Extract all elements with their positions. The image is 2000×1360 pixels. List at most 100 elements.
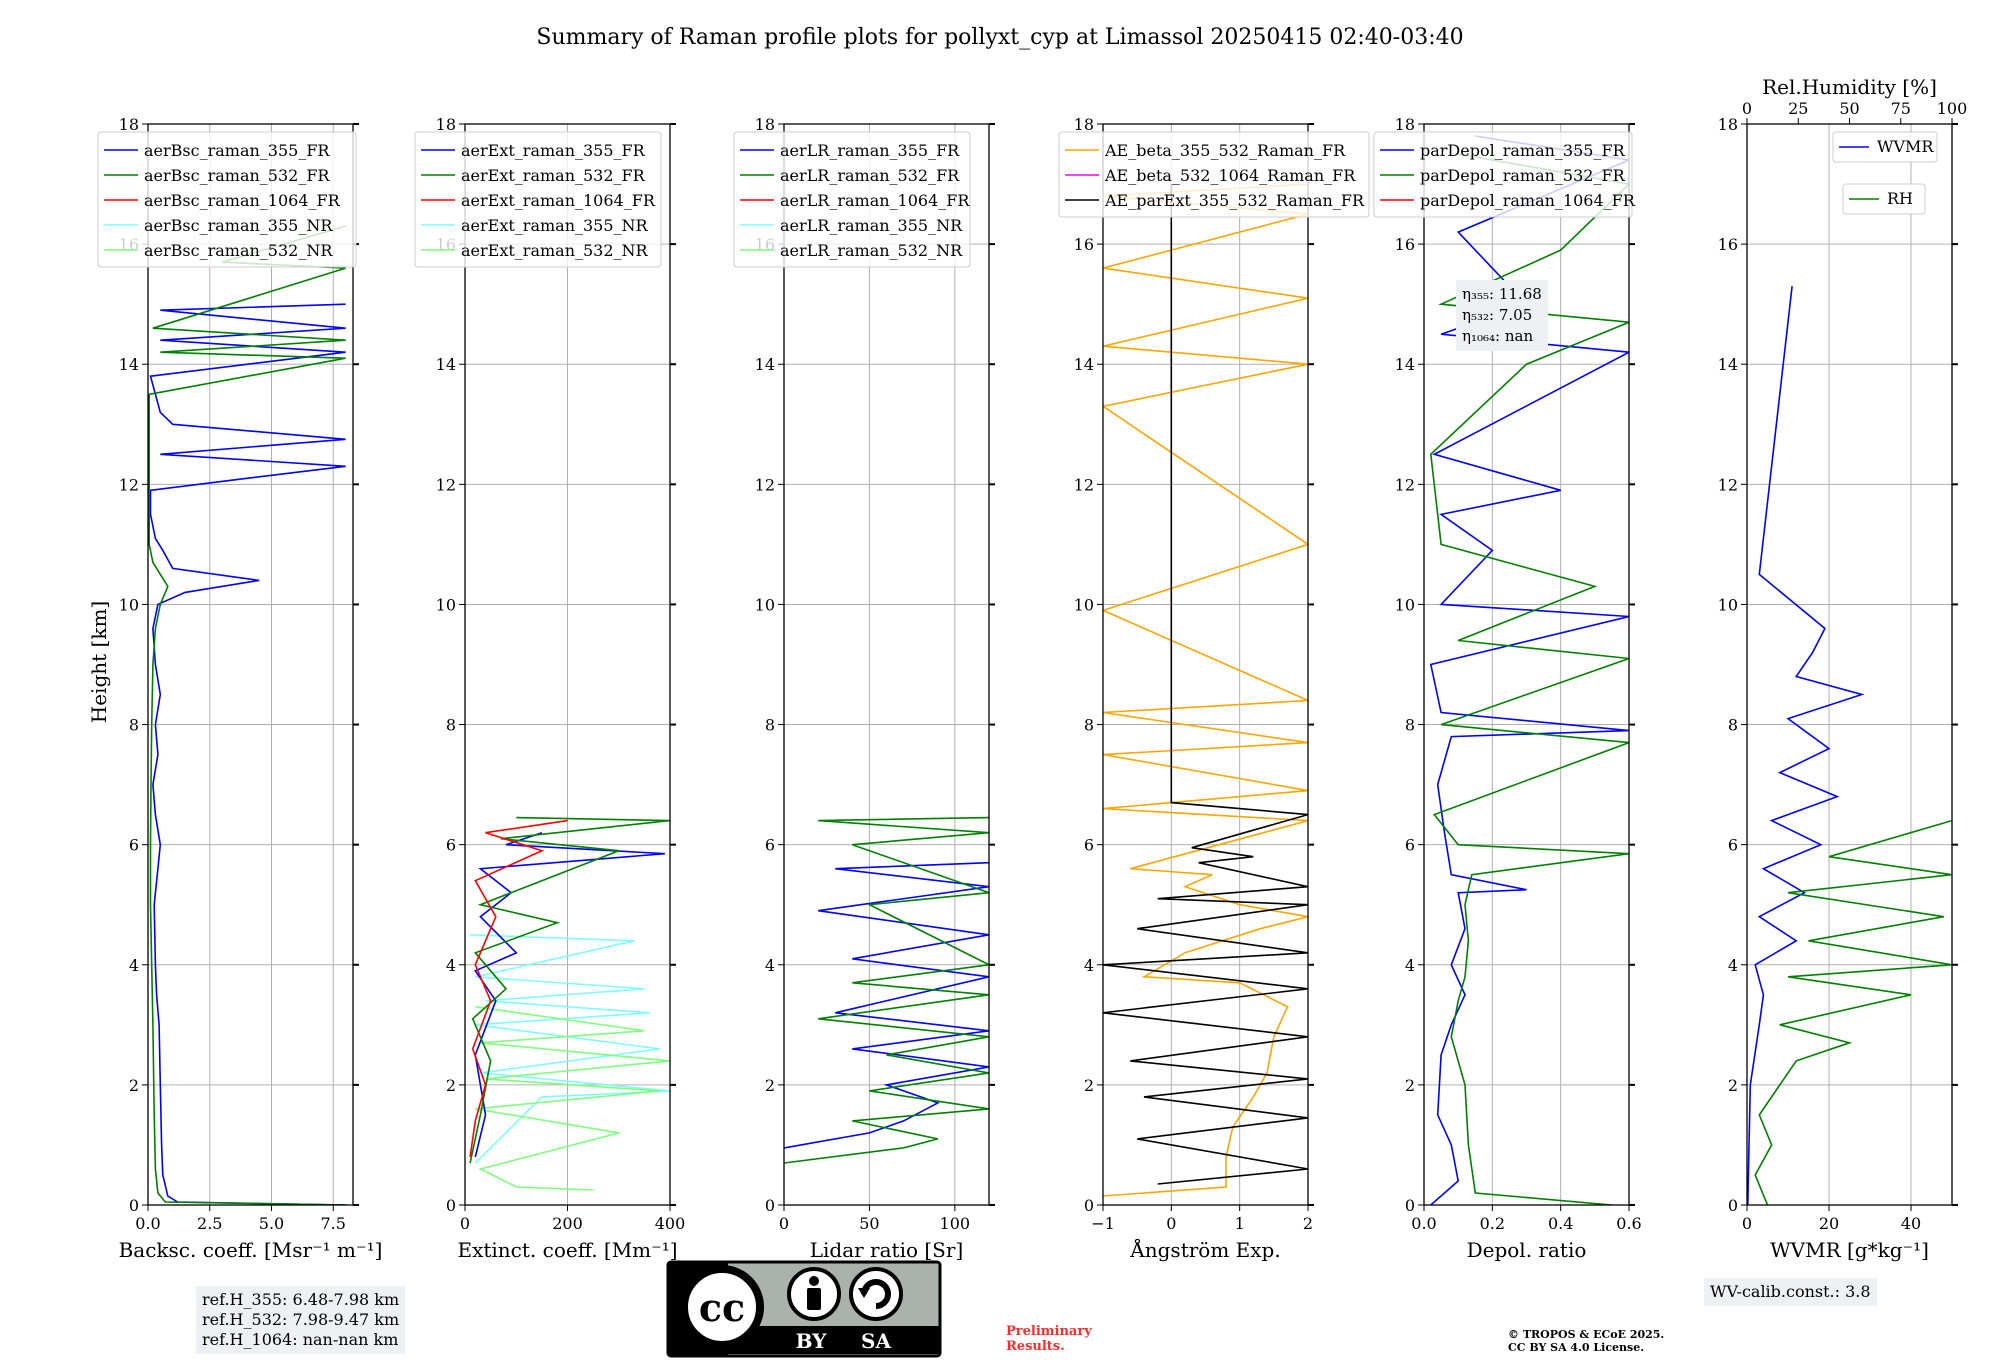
series-aerBsc_raman_355_FR bbox=[149, 303, 346, 1205]
series-AE_beta_355_532_Raman_FR bbox=[1103, 183, 1308, 1197]
legend-label: aerBsc_raman_355_NR bbox=[144, 216, 333, 235]
legend-label: aerLR_raman_1064_FR bbox=[780, 191, 970, 210]
preliminary-line-2: Results. bbox=[1006, 1339, 1065, 1354]
y-tick-label: 14 bbox=[755, 355, 775, 374]
y-tick-label: 4 bbox=[1728, 956, 1738, 975]
x-tick-label: −1 bbox=[1091, 1214, 1115, 1233]
x-tick-label: 400 bbox=[655, 1214, 686, 1233]
sa-label: SA bbox=[861, 1329, 891, 1353]
series-parDepol_raman_532_FR bbox=[1429, 153, 1629, 1205]
series-aerExt_raman_1064_FR bbox=[469, 819, 568, 1158]
x-tick-label: 100 bbox=[940, 1214, 971, 1233]
y-tick-label: 14 bbox=[1074, 355, 1094, 374]
series-RH bbox=[1754, 819, 1952, 1205]
series-aerBsc_raman_532_FR bbox=[148, 225, 346, 1205]
y-tick-label: 6 bbox=[129, 836, 139, 855]
legend-box bbox=[733, 131, 971, 268]
x-tick-label: 0 bbox=[1742, 1214, 1752, 1233]
x-tick-label: 1 bbox=[1235, 1214, 1245, 1233]
x-tick-label: 40 bbox=[1901, 1214, 1921, 1233]
y-tick-label: 6 bbox=[765, 836, 775, 855]
y-tick-label: 18 bbox=[1395, 115, 1415, 134]
ref-h-1064: ref.H_1064: nan-nan km bbox=[202, 1330, 399, 1349]
cc-circle-icon bbox=[680, 1265, 764, 1349]
height-axis-label: Height [km] bbox=[87, 601, 111, 723]
y-tick-label: 12 bbox=[755, 475, 775, 494]
copyright-line-1: © TROPOS & ECoE 2025. bbox=[1508, 1328, 1665, 1341]
y-tick-label: 10 bbox=[436, 595, 456, 614]
x-tick-label: 7.5 bbox=[321, 1214, 346, 1233]
x-tick-label: 0 bbox=[779, 1214, 789, 1233]
sa-share-alike-icon bbox=[849, 1267, 903, 1321]
x-tick-label: 20 bbox=[1819, 1214, 1839, 1233]
plot-frame bbox=[1102, 123, 1309, 1206]
legend-label: aerExt_raman_532_NR bbox=[461, 241, 649, 260]
eta-box: η₃₅₅: 11.68 η₅₃₂: 7.05 η₁₀₆₄: nan bbox=[1456, 280, 1548, 351]
panel-ext: 0246810121416180200400Extinct. coeff. [M… bbox=[414, 115, 686, 1262]
top-x-tick-label: 25 bbox=[1788, 99, 1808, 118]
y-tick-label: 14 bbox=[119, 355, 139, 374]
legend-label: aerExt_raman_1064_FR bbox=[461, 191, 656, 210]
y-tick-label: 10 bbox=[119, 595, 139, 614]
series-aerLR_raman_532_FR bbox=[784, 816, 989, 1164]
y-tick-label: 12 bbox=[1718, 475, 1738, 494]
copyright-line-2: CC BY SA 4.0 License. bbox=[1508, 1341, 1645, 1354]
x-tick-label: 0.0 bbox=[1411, 1214, 1436, 1233]
legend-label: aerBsc_raman_532_NR bbox=[144, 241, 333, 260]
legend-label: aerExt_raman_532_FR bbox=[461, 166, 646, 185]
eta-532: η₅₃₂: 7.05 bbox=[1462, 306, 1533, 324]
legend-label: parDepol_raman_1064_FR bbox=[1420, 191, 1636, 210]
y-tick-label: 2 bbox=[1405, 1076, 1415, 1095]
y-tick-label: 18 bbox=[119, 115, 139, 134]
y-tick-label: 4 bbox=[446, 956, 456, 975]
y-tick-label: 18 bbox=[1074, 115, 1094, 134]
legend-box bbox=[414, 131, 662, 268]
y-tick-label: 8 bbox=[129, 716, 139, 735]
legend-label: RH bbox=[1887, 189, 1913, 208]
cc-mark: cc bbox=[699, 1285, 745, 1330]
y-tick-label: 10 bbox=[1074, 595, 1094, 614]
eta-1064: η₁₀₆₄: nan bbox=[1462, 327, 1534, 345]
x-axis-label: Lidar ratio [Sr] bbox=[810, 1238, 964, 1262]
x-tick-label: 0.2 bbox=[1480, 1214, 1505, 1233]
y-tick-label: 0 bbox=[129, 1196, 139, 1215]
x-tick-label: 50 bbox=[859, 1214, 879, 1233]
panel-depol: 0 2 4 6 8 10 12 14 16 18 0.0 0.2 0.4 0.6 Depol. ratio p… bbox=[1373, 115, 1642, 1262]
y-tick-label: 16 bbox=[1074, 235, 1094, 254]
y-tick-label: 14 bbox=[1718, 355, 1738, 374]
top-x-tick-label: 0 bbox=[1742, 99, 1752, 118]
legend-box bbox=[1373, 131, 1633, 218]
top-x-tick-label: 75 bbox=[1891, 99, 1911, 118]
wv-calib-box: WV-calib.const.: 3.8 bbox=[1704, 1278, 1877, 1306]
legend-label: aerLR_raman_355_NR bbox=[780, 216, 963, 235]
y-tick-label: 8 bbox=[446, 716, 456, 735]
y-tick-label: 6 bbox=[1405, 836, 1415, 855]
x-axis-label: Ångström Exp. bbox=[1129, 1237, 1280, 1262]
series-aerExt_raman_355_FR bbox=[474, 831, 665, 1158]
y-tick-label: 12 bbox=[1074, 475, 1094, 494]
y-tick-label: 2 bbox=[446, 1076, 456, 1095]
preliminary-line-1: Preliminary bbox=[1006, 1324, 1092, 1339]
x-tick-label: 5.0 bbox=[259, 1214, 284, 1233]
y-tick-label: 4 bbox=[1084, 956, 1094, 975]
y-tick-label: 4 bbox=[765, 956, 775, 975]
x-tick-label: 2.5 bbox=[197, 1214, 222, 1233]
y-tick-label: 0 bbox=[1405, 1196, 1415, 1215]
legend-label: parDepol_raman_532_FR bbox=[1420, 166, 1626, 185]
x-axis-label: Backsc. coeff. [Msr⁻¹ m⁻¹] bbox=[119, 1238, 383, 1262]
y-tick-label: 8 bbox=[1728, 716, 1738, 735]
copyright-note: © TROPOS & ECoE 2025. CC BY SA 4.0 Licen… bbox=[1508, 1328, 1664, 1354]
top-x-tick-label: 50 bbox=[1839, 99, 1859, 118]
series-aerExt_raman_532_NR bbox=[475, 1006, 670, 1191]
y-tick-label: 4 bbox=[129, 956, 139, 975]
y-tick-label: 16 bbox=[1718, 235, 1738, 254]
preliminary-note: Preliminary Results. bbox=[1006, 1324, 1092, 1354]
x-tick-label: 200 bbox=[552, 1214, 583, 1233]
y-tick-label: 14 bbox=[436, 355, 456, 374]
figure-title: Summary of Raman profile plots for polly… bbox=[536, 25, 1463, 50]
y-tick-label: 18 bbox=[436, 115, 456, 134]
y-tick-label: 10 bbox=[1718, 595, 1738, 614]
